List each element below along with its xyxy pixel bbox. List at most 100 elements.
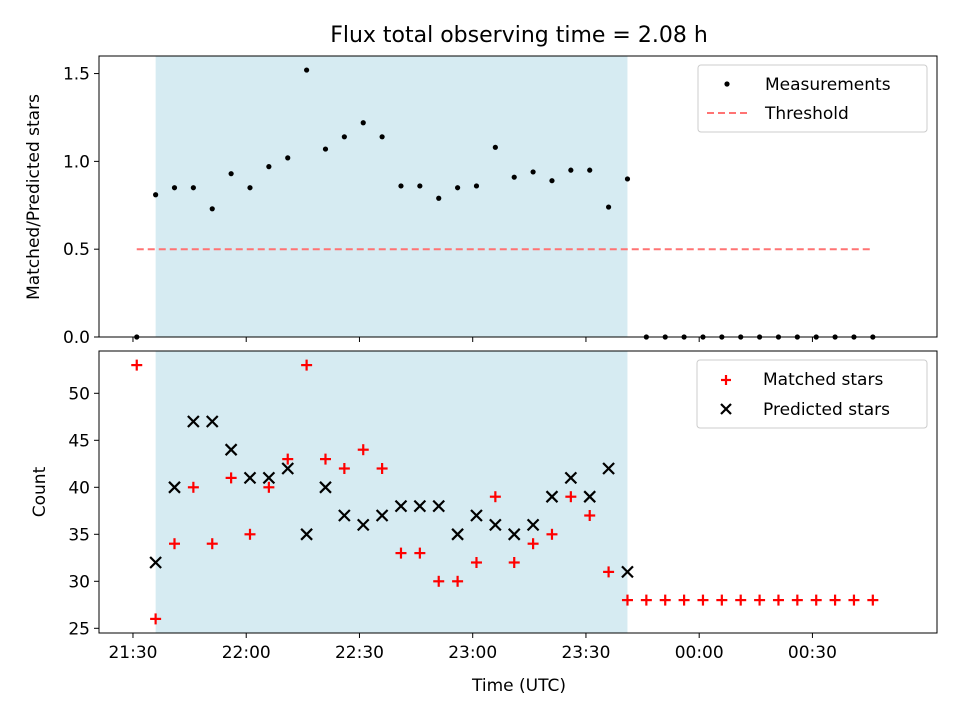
bottom-panel: 25 30 35 40 45 50 21:30 22:00 22:30 23:00 23:30 00… xyxy=(30,350,938,696)
bottom-x-tick-label: 22:00 xyxy=(222,643,271,663)
predicted-star-point xyxy=(526,518,540,532)
top-x-axis xyxy=(132,337,813,342)
top-y-axis-label: Matched/Predicted stars xyxy=(24,94,44,300)
predicted-star-point xyxy=(187,415,200,428)
predicted-star-point xyxy=(489,518,502,532)
bottom-legend-box xyxy=(696,359,928,429)
measurement-point xyxy=(285,155,291,161)
measurement-point xyxy=(417,183,423,189)
matched-star-point xyxy=(206,538,218,550)
bottom-x-tick-label: 00:30 xyxy=(788,643,837,663)
measurement-point xyxy=(605,204,612,210)
predicted-star-point xyxy=(205,415,219,428)
matched-star-point xyxy=(565,491,577,503)
bottom-y-tick-label: 30 xyxy=(68,572,90,592)
measurement-point xyxy=(153,192,159,198)
measurement-point xyxy=(322,146,329,152)
matched-star-point xyxy=(791,594,803,606)
measurement-point xyxy=(530,169,536,175)
bottom-x-tick-label: 23:30 xyxy=(561,643,610,663)
predicted-star-point xyxy=(262,471,276,485)
legend-predicted-marker xyxy=(720,403,732,415)
measurement-point xyxy=(190,185,196,191)
matched-star-point xyxy=(282,453,294,465)
top-y-tick-label: 0.5 xyxy=(63,240,90,260)
predicted-star-point xyxy=(168,481,181,494)
measurement-point xyxy=(247,185,253,191)
measurement-point xyxy=(360,120,366,126)
x-axis-label: Time (UTC) xyxy=(471,676,566,696)
top-y-tick-label: 1.5 xyxy=(63,65,90,85)
measurement-point xyxy=(266,164,272,170)
matched-star-point xyxy=(244,528,256,540)
matched-star-point xyxy=(546,528,558,540)
bottom-x-tick-label: 23:00 xyxy=(448,643,497,663)
matched-star-point xyxy=(659,594,671,606)
predicted-star-point xyxy=(621,565,634,579)
legend-measurements-label: Measurements xyxy=(765,75,891,95)
predicted-star-point xyxy=(281,462,295,475)
measurement-point xyxy=(341,134,347,140)
top-panel: 0.0 0.5 1.0 1.5 Matched/Predicted stars Mea… xyxy=(24,55,938,348)
matched-star-point xyxy=(433,575,445,587)
measurement-point xyxy=(549,178,555,184)
matched-star-point xyxy=(338,463,350,474)
matched-star-point xyxy=(527,538,539,550)
bottom-y-tick-label: 45 xyxy=(68,431,90,451)
measurement-point xyxy=(209,206,215,212)
predicted-star-point xyxy=(470,509,483,522)
matched-star-point xyxy=(829,594,841,606)
top-y-tick-label: 0.0 xyxy=(63,328,90,348)
matched-star-point xyxy=(508,557,520,568)
top-legend-box xyxy=(697,64,928,133)
matched-star-point xyxy=(357,444,369,456)
matched-star-point xyxy=(187,481,199,493)
predicted-star-point xyxy=(564,471,578,485)
measurement-point xyxy=(455,185,461,191)
matched-star-point xyxy=(376,463,388,474)
bottom-y-tick-label: 35 xyxy=(68,525,90,545)
predicted-star-point xyxy=(375,509,389,522)
top-y-tick-label: 1.0 xyxy=(63,152,90,172)
predicted-star-point xyxy=(300,528,313,541)
matched-star-point xyxy=(754,594,766,606)
matched-star-point xyxy=(319,453,331,465)
matched-star-point xyxy=(131,359,143,371)
measurement-point xyxy=(171,185,178,191)
legend-predicted-label: Predicted stars xyxy=(763,400,890,420)
matched-star-point xyxy=(301,359,313,371)
predicted-star-point xyxy=(583,490,596,503)
matched-star-point xyxy=(678,594,690,606)
top-y-axis: 0.0 0.5 1.0 1.5 xyxy=(63,65,99,348)
matched-star-point xyxy=(621,594,633,606)
measurement-point xyxy=(304,67,310,73)
matched-star-point xyxy=(168,538,180,550)
top-shaded-span xyxy=(155,56,628,337)
matched-star-point xyxy=(225,472,237,484)
measurement-point xyxy=(492,144,498,150)
bottom-x-tick-label: 22:30 xyxy=(335,643,384,663)
matched-star-point xyxy=(810,594,822,606)
measurement-point xyxy=(587,167,593,173)
chart-title: Flux total observing time = 2.08 h xyxy=(330,23,708,48)
predicted-star-point xyxy=(545,490,559,503)
predicted-star-point xyxy=(338,509,351,522)
matched-star-point xyxy=(603,566,615,578)
bottom-legend: Matched stars Predicted stars xyxy=(696,359,928,429)
matched-star-point xyxy=(848,594,860,606)
top-legend: Measurements Threshold xyxy=(697,64,928,133)
measurement-point xyxy=(398,183,404,189)
measurement-point xyxy=(436,195,442,201)
measurement-point xyxy=(473,183,480,189)
matched-star-point xyxy=(395,547,407,559)
matched-star-point xyxy=(470,557,482,568)
legend-threshold-label: Threshold xyxy=(764,104,849,124)
matched-star-point xyxy=(735,594,747,606)
predicted-stars-points xyxy=(149,415,634,579)
bottom-y-tick-label: 50 xyxy=(68,384,90,404)
predicted-star-point xyxy=(356,518,370,532)
predicted-star-point xyxy=(224,443,238,456)
bottom-y-tick-label: 25 xyxy=(68,619,90,639)
measurement-point xyxy=(624,176,631,182)
